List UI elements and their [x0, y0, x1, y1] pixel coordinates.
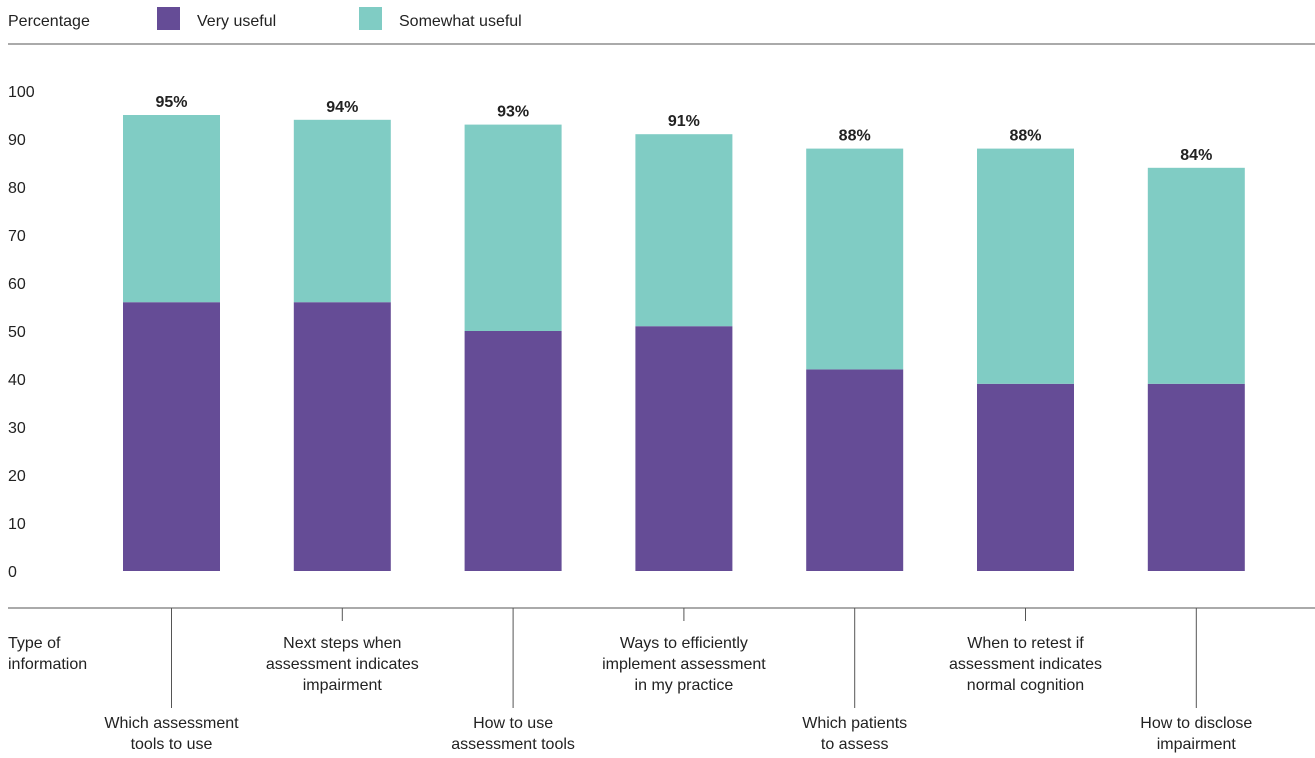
y-tick-label: 80 — [8, 180, 26, 197]
y-axis-title: Percentage — [8, 13, 90, 30]
bar-segment-very-useful — [465, 331, 562, 571]
legend-label: Very useful — [197, 13, 276, 30]
bar-segment-somewhat-useful — [294, 120, 391, 302]
legend-swatch — [157, 7, 180, 30]
y-tick-label: 40 — [8, 372, 26, 389]
bar-total-label: 88% — [839, 128, 871, 145]
y-tick-label: 60 — [8, 276, 26, 293]
bar-segment-very-useful — [123, 302, 220, 571]
bar-segment-very-useful — [635, 326, 732, 571]
bars: 95% 94% 93% 91% 88% 88% 84% — [123, 94, 1245, 571]
bar-segment-very-useful — [806, 369, 903, 571]
category-label: Ways to efficiently implement assessment i… — [602, 635, 766, 694]
legend-label: Somewhat useful — [399, 13, 522, 30]
bar-segment-somewhat-useful — [1148, 168, 1245, 384]
bar-segment-somewhat-useful — [465, 125, 562, 331]
bar-segment-somewhat-useful — [806, 149, 903, 370]
bar-segment-somewhat-useful — [123, 115, 220, 302]
y-tick-label: 0 — [8, 564, 17, 581]
category-label: When to retest if assessment indicates nor… — [949, 635, 1102, 694]
y-tick-label: 10 — [8, 516, 26, 533]
y-tick-label: 90 — [8, 132, 26, 149]
bar-total-label: 84% — [1180, 147, 1212, 164]
category-label: Which assessment tools to use — [104, 715, 239, 753]
legend: Very useful Somewhat useful — [157, 7, 522, 30]
y-axis-ticks: 0 10 20 30 40 50 60 70 80 90 100 — [8, 84, 35, 581]
category-label: Next steps when assessment indicates impai… — [266, 635, 419, 694]
bar-total-label: 95% — [155, 94, 187, 111]
bar-segment-very-useful — [1148, 384, 1245, 571]
legend-swatch — [359, 7, 382, 30]
x-axis-categories: Which assessment tools to use Next steps w… — [104, 608, 1252, 753]
bar-total-label: 91% — [668, 113, 700, 130]
x-axis-title: Type of information — [8, 635, 87, 673]
y-tick-label: 70 — [8, 228, 26, 245]
bar-segment-somewhat-useful — [977, 149, 1074, 384]
category-label: Which patients to assess — [802, 715, 907, 753]
bar-segment-very-useful — [294, 302, 391, 571]
y-tick-label: 50 — [8, 324, 26, 341]
bar-total-label: 88% — [1009, 128, 1041, 145]
bar-segment-very-useful — [977, 384, 1074, 571]
category-label: How to disclose impairment — [1140, 715, 1252, 753]
y-tick-label: 100 — [8, 84, 35, 101]
y-tick-label: 20 — [8, 468, 26, 485]
y-tick-label: 30 — [8, 420, 26, 437]
bar-segment-somewhat-useful — [635, 134, 732, 326]
bar-total-label: 93% — [497, 104, 529, 121]
bar-total-label: 94% — [326, 99, 358, 116]
category-label: How to use assessment tools — [451, 715, 575, 753]
